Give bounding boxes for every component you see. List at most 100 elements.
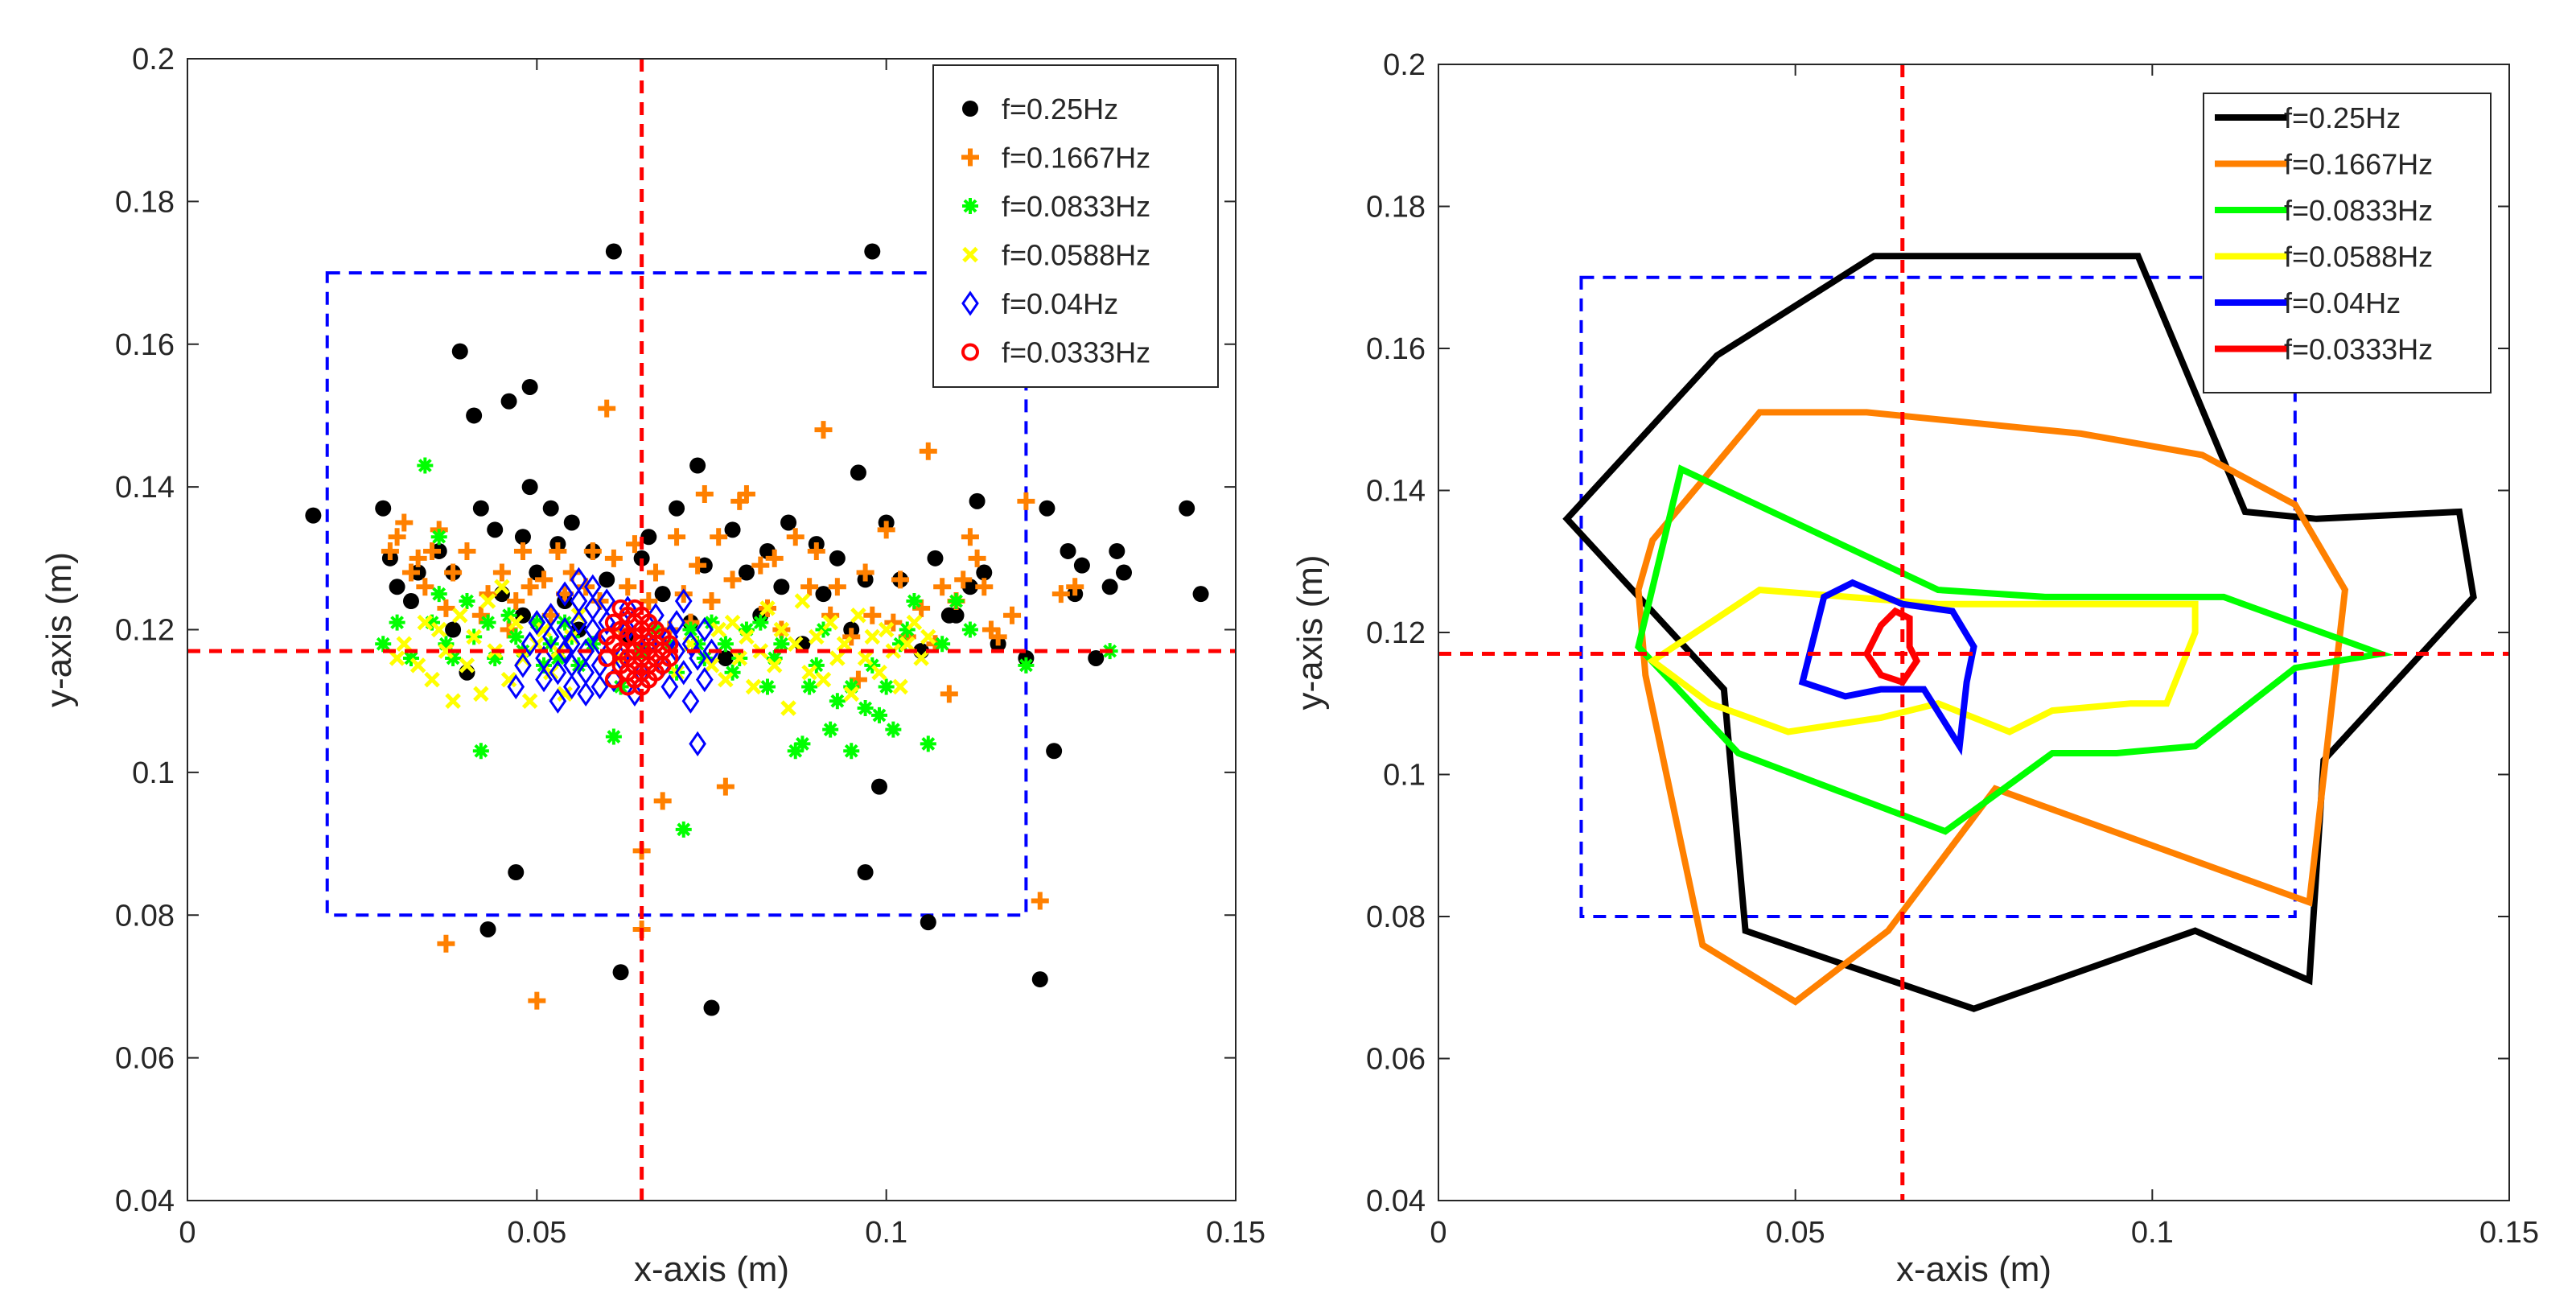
y-tick-label: 0.18 (1366, 191, 1426, 225)
data-point-2-49 (822, 721, 839, 738)
data-point-2-52 (843, 743, 860, 760)
contour-line-4 (1798, 579, 1977, 756)
data-point-1-42 (689, 556, 707, 575)
data-point-5-2 (604, 670, 623, 689)
data-point-4-5 (535, 645, 553, 671)
data-point-1-64 (877, 521, 895, 539)
data-point-0-11 (466, 407, 483, 424)
data-point-1-44 (702, 592, 721, 611)
legend-label-3: f=0.0588Hz (1002, 239, 1150, 272)
data-point-0-47 (780, 514, 797, 531)
data-point-1-82 (1031, 892, 1049, 910)
data-point-0-36 (669, 500, 685, 517)
data-point-1-3 (401, 563, 420, 582)
contour-line-1 (1635, 409, 2349, 1006)
data-point-1-62 (856, 563, 874, 582)
data-point-1-37 (653, 792, 672, 810)
data-point-3-54 (878, 621, 895, 638)
data-point-0-4 (402, 593, 419, 610)
data-point-2-28 (648, 621, 665, 638)
data-point-0-33 (633, 550, 650, 566)
data-point-3-18 (521, 693, 538, 709)
data-point-2-31 (675, 821, 692, 838)
data-point-1-29 (604, 549, 623, 567)
data-point-4-9 (549, 660, 567, 686)
y-tick-label: 0.12 (1366, 616, 1426, 650)
legend-swatch-5 (961, 343, 979, 361)
data-point-2-55 (870, 706, 887, 723)
right-contour-panel: 0 0.05 0.1 0.15 0.04 0.06 0.08 0.1 0.12 0.14 0.16 0… (1290, 48, 2539, 1289)
data-point-1-77 (975, 578, 994, 596)
data-point-0-9 (451, 343, 468, 360)
data-point-3-30 (710, 621, 726, 638)
data-point-3-56 (892, 678, 908, 695)
data-point-2-25 (605, 728, 622, 745)
data-point-0-35 (654, 586, 671, 603)
data-point-4-44 (674, 588, 693, 614)
data-point-2-35 (703, 614, 720, 631)
x-tick-label: 0.05 (1766, 1216, 1825, 1250)
plot-area (1438, 64, 2509, 1201)
y-tick-label: 0.1 (1383, 759, 1426, 793)
legend-box (2203, 93, 2492, 393)
data-point-0-56 (864, 243, 881, 260)
legend-label-5: f=0.0333Hz (2284, 333, 2433, 366)
legend: f=0.25Hz f=0.1667Hz f=0.0833Hz f=0.0588Hz f=… (2203, 93, 2492, 393)
data-point-2-58 (892, 636, 909, 653)
boundary-box (325, 271, 1028, 917)
data-point-2-59 (899, 621, 916, 638)
data-point-4-12 (556, 581, 574, 607)
data-point-0-0 (305, 507, 322, 524)
data-point-0-53 (850, 464, 866, 481)
data-point-1-54 (786, 528, 804, 546)
data-point-1-80 (1003, 606, 1022, 624)
data-point-1-59 (828, 578, 846, 596)
data-point-2-65 (1018, 657, 1035, 674)
data-point-2-11 (472, 743, 489, 760)
data-point-2-62 (934, 636, 951, 653)
data-point-3-31 (718, 671, 734, 688)
data-point-1-45 (710, 528, 728, 546)
data-point-0-73 (1060, 542, 1076, 559)
data-point-0-80 (1179, 500, 1195, 517)
data-point-3-12 (479, 593, 496, 609)
data-point-2-13 (487, 649, 504, 666)
data-point-1-17 (513, 542, 532, 560)
data-point-3-2 (409, 657, 426, 674)
data-point-1-75 (961, 528, 979, 546)
series-4 (507, 566, 721, 757)
legend-label-1: f=0.1667Hz (1002, 142, 1150, 175)
data-point-2-61 (920, 735, 936, 752)
data-point-0-30 (605, 243, 622, 260)
data-point-3-49 (843, 686, 859, 702)
data-point-0-21 (521, 479, 538, 496)
data-point-2-19 (542, 636, 559, 653)
series-4 (1798, 579, 1977, 756)
data-point-1-2 (395, 513, 414, 532)
data-point-4-3 (528, 609, 546, 636)
data-point-2-53 (857, 700, 874, 717)
data-point-3-6 (438, 643, 455, 659)
data-point-2-32 (682, 621, 699, 638)
contour-line-3 (1647, 587, 2199, 735)
data-point-0-64 (948, 607, 965, 624)
data-point-0-50 (815, 586, 832, 603)
data-point-3-1 (396, 636, 413, 653)
data-point-4-19 (577, 681, 595, 706)
data-point-3-11 (473, 686, 489, 702)
data-point-4-13 (562, 674, 581, 700)
data-point-4-8 (549, 688, 567, 714)
data-point-2-17 (529, 614, 545, 631)
data-point-0-67 (976, 564, 993, 581)
data-point-2-64 (961, 621, 978, 638)
data-point-3-10 (466, 628, 482, 645)
data-point-3-7 (445, 693, 461, 709)
data-point-3-32 (724, 614, 741, 631)
data-point-3-4 (424, 671, 440, 688)
data-point-0-46 (773, 579, 790, 595)
data-point-0-66 (969, 492, 986, 509)
data-point-0-18 (514, 529, 531, 546)
data-point-3-14 (494, 579, 510, 595)
data-point-4-42 (668, 609, 685, 636)
